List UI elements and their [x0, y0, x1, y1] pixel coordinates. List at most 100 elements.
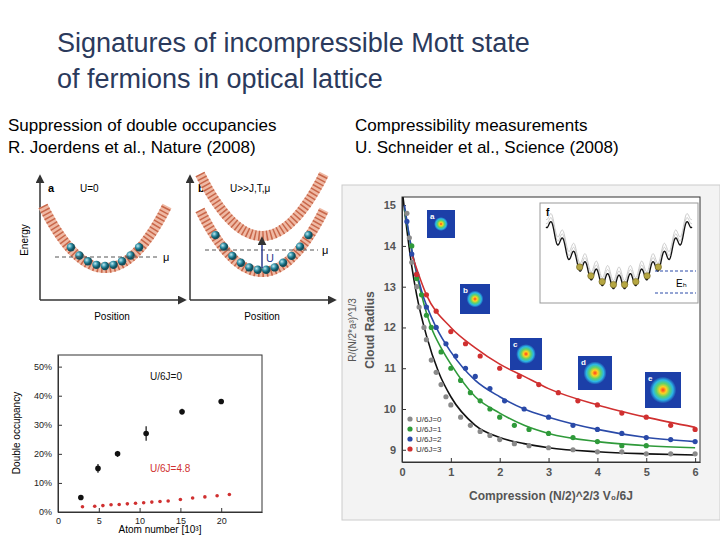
- legend-marker: [407, 436, 412, 441]
- data-point: [434, 309, 439, 314]
- background: [0, 0, 720, 540]
- data-point: [434, 370, 439, 375]
- u-arrow: [261, 238, 263, 268]
- tick-mark: [402, 368, 406, 369]
- energy-band-stripes: [200, 174, 324, 236]
- data-point: [419, 292, 424, 297]
- tick-mark: [500, 458, 501, 462]
- inset-label: b: [463, 286, 468, 295]
- data-point: [478, 353, 483, 358]
- legend-marker: [407, 446, 412, 451]
- inset-label: d: [581, 358, 586, 367]
- data-point: [478, 429, 483, 434]
- tick-label: 9: [390, 444, 396, 456]
- data-point: [424, 304, 429, 309]
- data-point: [109, 503, 113, 507]
- data-point: [468, 390, 473, 395]
- data-point: [158, 500, 162, 504]
- tick-mark: [58, 483, 62, 484]
- data-point: [502, 398, 507, 403]
- inset-cloud: [583, 361, 606, 384]
- tick-label: 10: [384, 403, 396, 415]
- data-point: [218, 399, 224, 405]
- mu-label: μ: [322, 244, 328, 256]
- data-point: [434, 325, 439, 330]
- energy-band: [43, 206, 167, 268]
- axis-title: Cloud Radius: [363, 291, 377, 369]
- tick: 10%: [34, 478, 62, 488]
- subtitle: Suppression of double occupancies: [8, 116, 276, 135]
- inset-cloud: [467, 291, 484, 308]
- figure-panel: [342, 185, 720, 520]
- tick-mark: [695, 458, 696, 462]
- energy-band: [200, 210, 324, 272]
- atom: [67, 243, 75, 251]
- axis-label: Energy: [19, 224, 30, 256]
- data-point: [619, 410, 624, 415]
- data-point: [595, 449, 600, 454]
- tick: 20%: [34, 449, 62, 459]
- tick: 1: [448, 458, 454, 478]
- atom: [279, 259, 287, 267]
- atom: [245, 263, 253, 271]
- tick-mark: [58, 396, 62, 397]
- axis-title: Compression (N/2)^2/3 V₀/6J: [469, 489, 633, 503]
- data-point: [142, 501, 146, 505]
- atom: [655, 264, 661, 270]
- axis-label: Position: [94, 311, 130, 322]
- data-point: [595, 402, 600, 407]
- data-point: [409, 251, 414, 256]
- atom: [126, 251, 134, 259]
- legend-label: U/6J=2: [416, 435, 442, 444]
- data-point: [429, 357, 434, 362]
- data-point: [668, 423, 673, 428]
- axis-subtitle: R/(N/2*a³)^1/3: [347, 298, 358, 362]
- atom: [211, 231, 219, 239]
- tick-label: 0: [56, 516, 61, 526]
- atom: [304, 231, 312, 239]
- inset-image: [510, 338, 542, 370]
- energy-label: Eₕ: [676, 278, 687, 289]
- inset-label: a: [430, 212, 435, 221]
- atom: [254, 266, 262, 274]
- data-point: [448, 402, 453, 407]
- data-point: [595, 439, 600, 444]
- tick-label: 0: [399, 466, 405, 478]
- data-point: [93, 504, 97, 508]
- subtitle: Compressibility measurements: [355, 116, 587, 135]
- header: Signatures of incompressible Mott state o…: [8, 28, 619, 157]
- atom: [576, 264, 582, 270]
- inset-label: c: [513, 340, 518, 349]
- data-point: [619, 443, 624, 448]
- title: Signatures of incompressible Mott state: [57, 28, 530, 58]
- title: of fermions in optical lattice: [57, 64, 383, 94]
- tick-label: 14: [384, 240, 397, 252]
- data-point: [409, 243, 414, 248]
- tick: 40%: [34, 391, 62, 401]
- inset-image: [578, 356, 612, 390]
- inset-cloud: [434, 217, 448, 231]
- chart: 051015200%10%20%30%40%50%Double occupanc…: [11, 355, 263, 535]
- data-point: [644, 451, 649, 456]
- tick-mark: [402, 287, 406, 288]
- tick-label: 6: [693, 466, 699, 478]
- tick: 5: [97, 508, 102, 526]
- inset-cloud: [516, 344, 536, 364]
- u-label: U: [266, 252, 274, 264]
- data-point: [95, 466, 101, 472]
- data-point: [407, 235, 412, 240]
- inset-image: [427, 210, 455, 238]
- data-point: [536, 382, 541, 387]
- axis-arrow: [189, 176, 191, 300]
- chart: 01234569101112131415Cloud RadiusR/(N/2*a…: [347, 197, 701, 503]
- data-point: [619, 449, 624, 454]
- data-point: [468, 423, 473, 428]
- atom: [237, 259, 245, 267]
- tick: 20: [217, 508, 227, 526]
- tick-label: 1: [448, 466, 454, 478]
- tick-label: 40%: [34, 391, 52, 401]
- tick: 50%: [34, 362, 62, 372]
- tick-mark: [402, 409, 406, 410]
- tick-mark: [646, 458, 647, 462]
- data-point: [473, 374, 478, 379]
